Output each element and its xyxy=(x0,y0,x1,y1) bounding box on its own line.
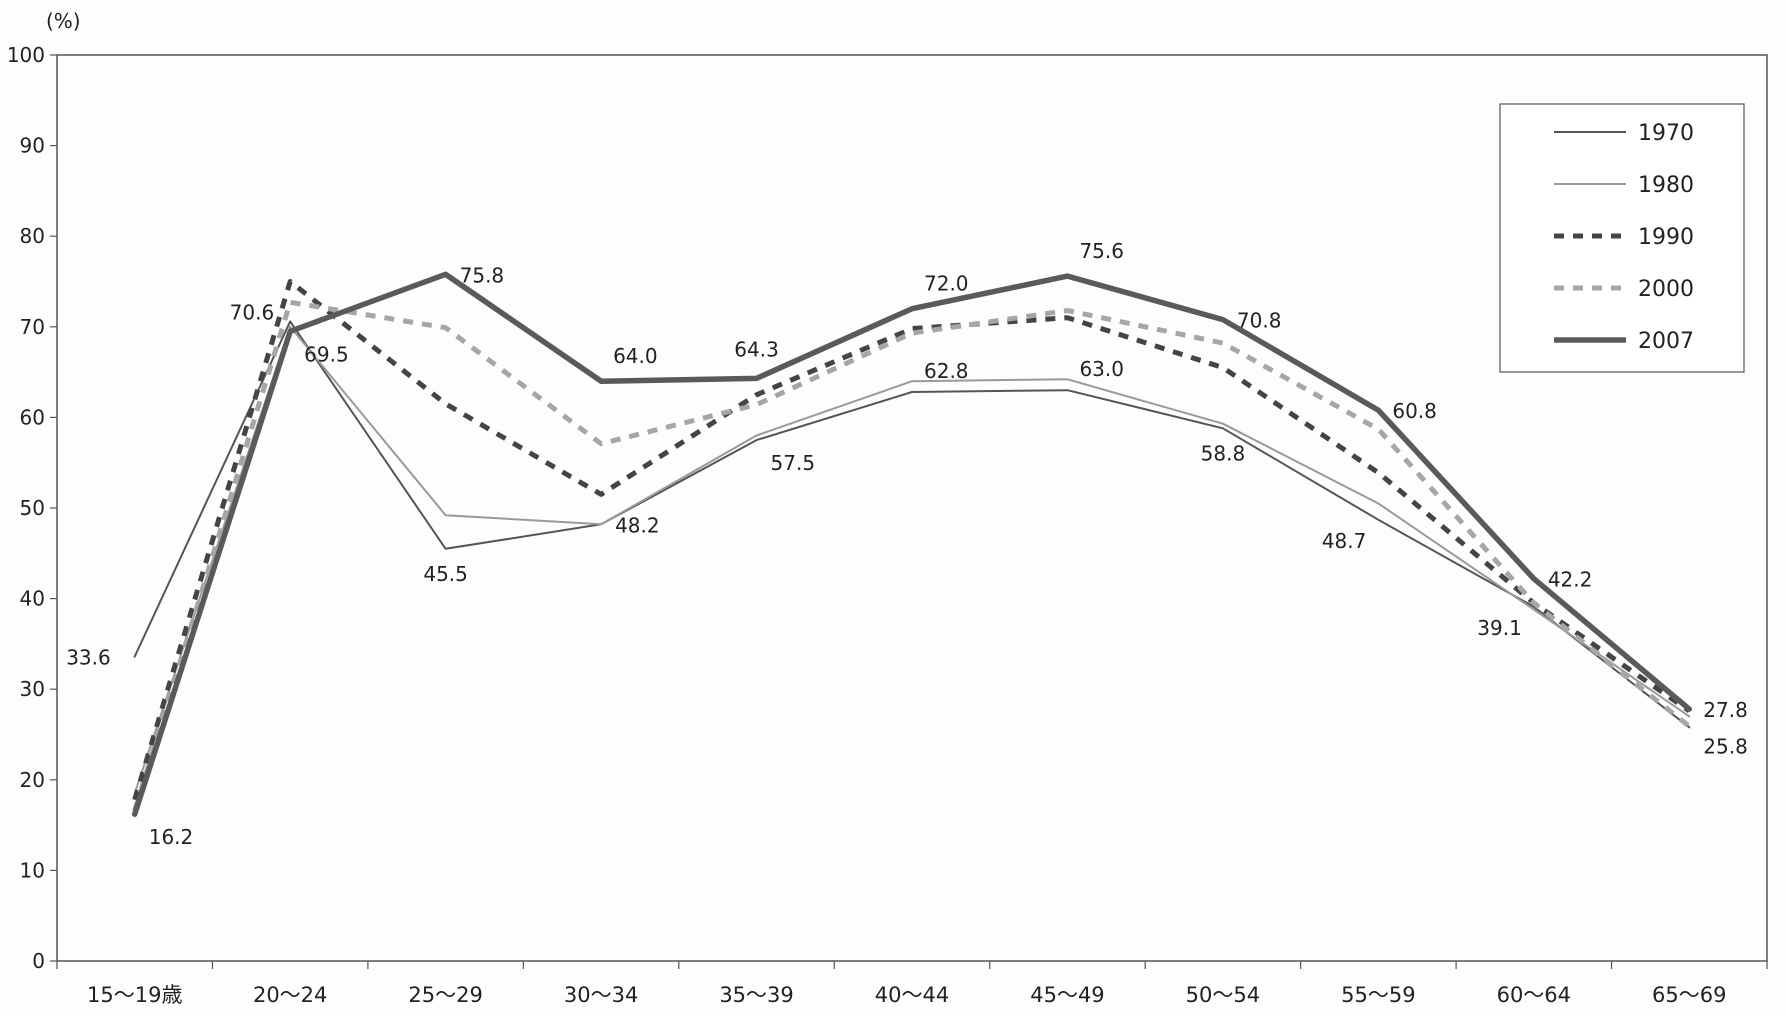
data-label: 39.1 xyxy=(1477,616,1522,640)
y-tick-label: 30 xyxy=(20,677,45,701)
legend-label-1970: 1970 xyxy=(1638,121,1694,146)
data-label: 57.5 xyxy=(771,451,816,475)
data-label: 63.0 xyxy=(1079,357,1124,381)
data-labels: 33.6 16.2 70.6 69.5 75.8 45.5 64.0 48.2 64.3 57.5… xyxy=(66,239,1748,849)
data-label: 64.0 xyxy=(613,344,658,368)
y-tick-label: 10 xyxy=(20,858,45,882)
data-label: 75.8 xyxy=(460,263,505,287)
legend-label-1990: 1990 xyxy=(1638,225,1694,250)
y-tick-label: 70 xyxy=(20,315,45,339)
data-label: 72.0 xyxy=(924,272,969,296)
x-tick-label: 20〜24 xyxy=(253,983,327,1007)
y-axis-unit-label: (%) xyxy=(46,9,81,33)
series-lines xyxy=(131,271,1693,817)
data-label: 25.8 xyxy=(1703,734,1748,758)
series-line-1990 xyxy=(132,279,1691,801)
data-label: 75.6 xyxy=(1079,239,1124,263)
data-label: 64.3 xyxy=(734,337,779,361)
y-tick-label: 40 xyxy=(20,587,45,611)
data-label: 60.8 xyxy=(1392,399,1437,423)
x-tick-label: 60〜64 xyxy=(1497,983,1571,1007)
data-label: 48.7 xyxy=(1322,529,1367,553)
legend-label-2007: 2007 xyxy=(1638,329,1694,354)
data-label: 33.6 xyxy=(66,646,111,670)
data-label: 62.8 xyxy=(924,359,969,383)
x-tick-label: 65〜69 xyxy=(1652,983,1726,1007)
y-tick-label: 90 xyxy=(20,134,45,158)
y-tick-label: 80 xyxy=(20,224,45,248)
series-line-2000 xyxy=(132,299,1691,812)
x-tick-label: 40〜44 xyxy=(875,983,949,1007)
y-tick-label: 60 xyxy=(20,405,45,429)
series-line-2007 xyxy=(131,271,1693,817)
data-label: 42.2 xyxy=(1548,568,1593,592)
data-label: 70.8 xyxy=(1237,309,1282,333)
y-tick-label: 0 xyxy=(32,949,45,973)
x-tick-label: 25〜29 xyxy=(408,983,482,1007)
x-tick-label: 50〜54 xyxy=(1186,983,1260,1007)
data-label: 16.2 xyxy=(149,825,194,849)
data-label: 58.8 xyxy=(1201,441,1246,465)
data-label: 27.8 xyxy=(1703,698,1748,722)
legend-label-1980: 1980 xyxy=(1638,173,1694,198)
x-tick-label: 45〜49 xyxy=(1030,983,1104,1007)
y-tick-label: 100 xyxy=(7,43,45,67)
series-line-1970 xyxy=(133,320,1691,729)
data-label: 45.5 xyxy=(423,562,468,586)
x-tick-label: 55〜59 xyxy=(1341,983,1415,1007)
x-axis: 15〜19歳 20〜24 25〜29 30〜34 35〜39 40〜44 45〜49 50〜5… xyxy=(56,961,1768,1007)
legend-label-2000: 2000 xyxy=(1638,277,1694,302)
y-tick-label: 20 xyxy=(20,768,45,792)
x-tick-label: 15〜19歳 xyxy=(87,983,182,1007)
legend: 1970 1980 1990 2000 2007 xyxy=(1499,103,1745,373)
x-tick-label: 35〜39 xyxy=(719,983,793,1007)
data-label: 69.5 xyxy=(304,342,349,366)
legend-box xyxy=(1499,103,1745,373)
series-line-1980 xyxy=(133,325,1691,795)
y-tick-label: 50 xyxy=(20,496,45,520)
data-label: 48.2 xyxy=(615,513,660,537)
data-label: 70.6 xyxy=(230,300,275,324)
x-tick-label: 30〜34 xyxy=(564,983,638,1007)
y-axis: 0 10 20 30 40 50 60 70 80 90 100 xyxy=(7,43,57,973)
